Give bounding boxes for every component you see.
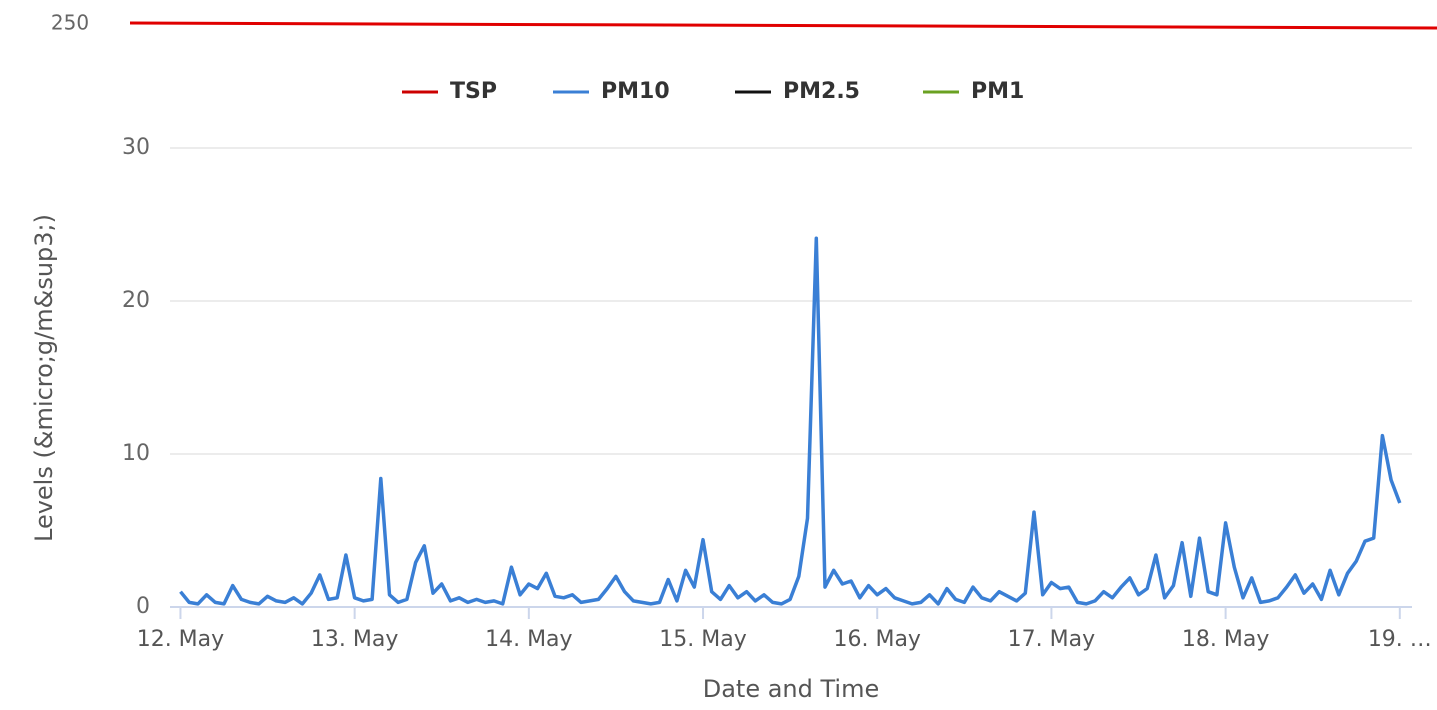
x-tick-label: 18. May xyxy=(1182,627,1269,652)
legend-label: TSP xyxy=(450,79,497,104)
x-tick-label: 19. … xyxy=(1368,627,1432,652)
series-line xyxy=(179,236,1402,606)
x-tick-label: 15. May xyxy=(659,627,746,652)
annotation: 250 xyxy=(51,11,89,35)
legend-label: PM2.5 xyxy=(783,79,860,104)
x-tick-label: 12. May xyxy=(137,627,224,652)
x-tick-label: 14. May xyxy=(485,627,572,652)
y-axis-title: Levels (&micro;g/m&sup3;) xyxy=(30,214,58,542)
y-tick-label: 20 xyxy=(122,288,150,313)
x-tick-label: 13. May xyxy=(311,627,398,652)
legend-label: PM10 xyxy=(601,79,670,104)
y-tick-label: 10 xyxy=(122,441,150,466)
y-tick-label: 30 xyxy=(122,135,150,160)
y-tick-label: 0 xyxy=(136,594,150,619)
x-tick-label: 16. May xyxy=(833,627,920,652)
legend-label: PM1 xyxy=(971,79,1024,104)
x-axis-title: Date and Time xyxy=(703,675,880,703)
x-tick-label: 17. May xyxy=(1008,627,1095,652)
threshold-line xyxy=(129,21,1437,30)
